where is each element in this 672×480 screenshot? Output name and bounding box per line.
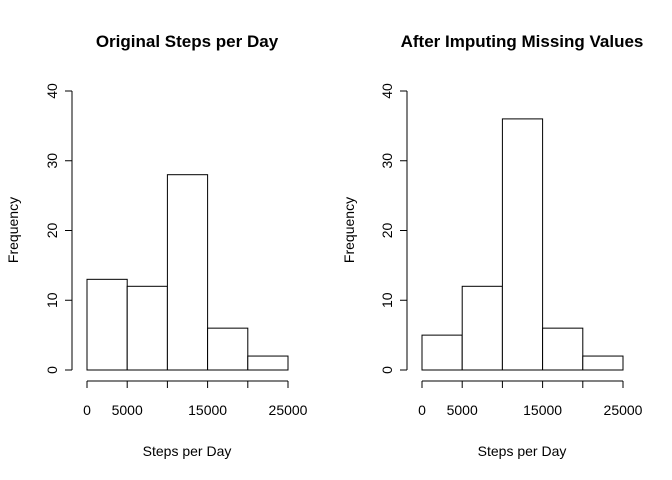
- x-tick-label: 0: [83, 402, 91, 418]
- y-tick-label: 40: [379, 83, 395, 99]
- histogram-bar: [421, 334, 463, 371]
- y-tick-label: 30: [44, 153, 60, 169]
- y-axis-label: Frequency: [5, 197, 21, 263]
- x-axis-label: Steps per Day: [143, 443, 232, 459]
- histogram-bar: [207, 327, 249, 371]
- y-tick-label: 0: [379, 366, 395, 374]
- x-tick-label: 25000: [604, 402, 643, 418]
- histogram-panel-original: Original Steps per Day Steps per Day Fre…: [5, 32, 308, 459]
- x-axis-label: Steps per Day: [478, 443, 567, 459]
- histogram-bar: [126, 285, 168, 371]
- x-tick-label: 25000: [269, 402, 308, 418]
- x-tick-label: 5000: [447, 402, 478, 418]
- histogram-bar: [86, 278, 128, 371]
- y-tick-label: 20: [379, 223, 395, 239]
- y-tick-label: 10: [44, 292, 60, 308]
- y-tick-label: 0: [44, 366, 60, 374]
- y-tick-label: 30: [379, 153, 395, 169]
- histogram-panel-imputed: After Imputing Missing Values Steps per …: [341, 32, 643, 459]
- histogram-bar: [582, 355, 624, 371]
- x-tick-label: 15000: [523, 402, 562, 418]
- histogram-bar: [461, 285, 503, 371]
- chart-title: After Imputing Missing Values: [401, 32, 644, 51]
- y-axis-label: Frequency: [341, 197, 357, 263]
- x-tick-label: 5000: [112, 402, 143, 418]
- histogram-bar: [501, 118, 544, 371]
- histogram-bar: [166, 174, 209, 371]
- histogram-bar: [247, 355, 289, 371]
- histogram-bar: [542, 327, 584, 371]
- x-tick-label: 15000: [188, 402, 227, 418]
- y-tick-label: 40: [44, 83, 60, 99]
- chart-title: Original Steps per Day: [96, 32, 279, 51]
- x-tick-label: 0: [418, 402, 426, 418]
- y-tick-label: 20: [44, 223, 60, 239]
- y-tick-label: 10: [379, 292, 395, 308]
